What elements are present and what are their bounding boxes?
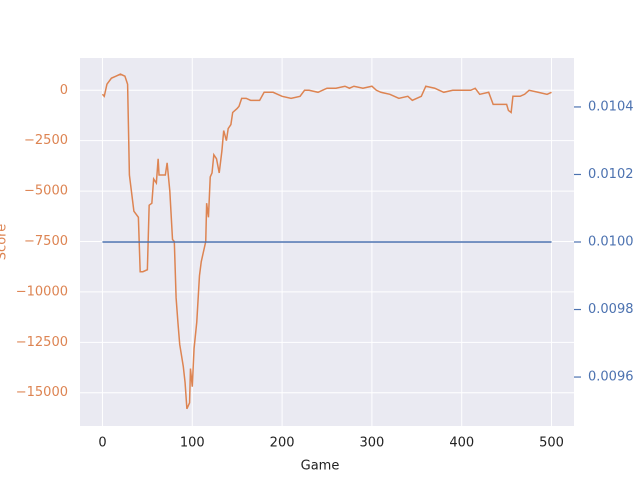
y-axis-label: Score — [0, 224, 10, 260]
y-tick-label: −5000 — [24, 184, 68, 199]
y2-tick-label: 0.0104 — [588, 99, 634, 114]
y2-tick-label: 0.0096 — [588, 370, 634, 385]
x-tick-label: 0 — [98, 436, 106, 451]
x-tick-label: 400 — [449, 436, 474, 451]
y-tick-label: −2500 — [24, 133, 68, 148]
y-tick-label: −15000 — [16, 385, 68, 400]
y2-tick-label: 0.0102 — [588, 167, 634, 182]
x-axis-label: Game — [301, 459, 340, 474]
y-tick-label: 0 — [60, 83, 68, 98]
y-tick-label: −10000 — [16, 284, 68, 299]
x-tick-label: 200 — [270, 436, 295, 451]
y2-tick-label: 0.0098 — [588, 302, 634, 317]
x-tick-label: 100 — [180, 436, 205, 451]
y-tick-label: −7500 — [24, 234, 68, 249]
y-tick-label: −12500 — [16, 335, 68, 350]
x-tick-label: 300 — [359, 436, 384, 451]
y2-tick-label: 0.0100 — [588, 235, 634, 250]
series-line — [101, 73, 552, 410]
x-tick-label: 500 — [539, 436, 564, 451]
